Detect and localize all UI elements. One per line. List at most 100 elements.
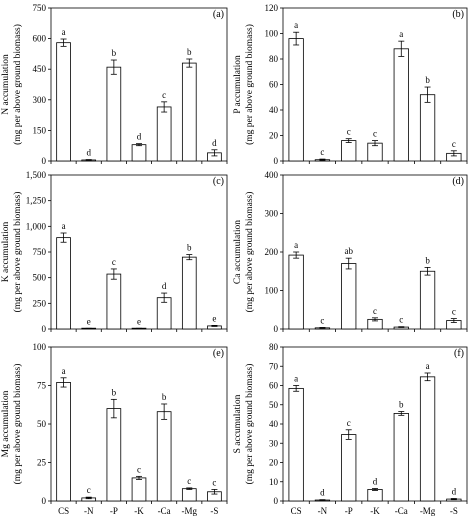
bar--Ca <box>156 411 172 502</box>
significance-letter: a <box>426 361 430 371</box>
bar--Ca <box>393 413 409 502</box>
y-axis-label-unit: (mg per above ground biomass) <box>244 364 255 485</box>
bar-CS <box>56 382 71 502</box>
significance-letter: a <box>62 366 66 376</box>
significance-letter: c <box>87 485 91 495</box>
significance-letter: a <box>294 240 298 250</box>
y-tick-label: 20 <box>269 458 279 468</box>
significance-letter: b <box>187 243 192 253</box>
y-tick-label: 25 <box>37 458 47 468</box>
bar--P <box>341 434 357 502</box>
category-label: -P <box>345 506 353 516</box>
panel-letter: (c) <box>213 176 224 187</box>
bar-CS <box>288 387 304 502</box>
bar--Mg <box>181 62 197 162</box>
y-tick-label: 0 <box>274 496 279 506</box>
significance-letter: a <box>399 29 403 39</box>
significance-letter: a <box>294 20 298 30</box>
significance-letter: c <box>320 315 324 325</box>
y-tick-label: 80 <box>269 54 279 64</box>
y-tick-label: 70 <box>269 361 279 371</box>
significance-letter: d <box>86 148 91 158</box>
panel-letter: (a) <box>213 9 224 20</box>
y-tick-label: 450 <box>33 64 47 74</box>
category-label: -K <box>370 506 380 516</box>
significance-letter: b <box>112 387 117 397</box>
bar-CS <box>56 42 71 162</box>
bar--Mg <box>181 488 197 502</box>
significance-letter: c <box>320 147 324 157</box>
category-label: -S <box>450 506 458 516</box>
y-tick-label: 75 <box>37 381 47 391</box>
bar-CS <box>288 254 304 330</box>
y-tick-label: 60 <box>269 381 279 391</box>
y-tick-label: 600 <box>33 34 47 44</box>
bar--Mg <box>419 94 436 162</box>
significance-letter: b <box>112 48 117 58</box>
y-axis-label: K accumulation <box>1 222 11 283</box>
y-tick-label: 300 <box>33 95 47 105</box>
y-tick-label: 100 <box>265 29 279 39</box>
panel-d: 0 100 200 300 400 a c ab c c b c (d) Ca accumulation(… <box>233 170 468 334</box>
category-label: -Mg <box>182 506 198 516</box>
significance-letter: ab <box>344 246 353 256</box>
significance-letter: c <box>452 307 456 317</box>
category-label: -N <box>318 506 328 516</box>
panel-letter: (b) <box>452 9 464 20</box>
category-label: CS <box>58 506 69 516</box>
panel-f: 0 10 20 30 40 50 60 70 80 a CS d -N c -P d -K b -Ca a -Mg d -S… <box>233 342 468 516</box>
y-tick-label: 30 <box>269 438 279 448</box>
bar--Ca <box>156 106 172 162</box>
y-tick-label: 0 <box>42 156 47 166</box>
significance-letter: b <box>187 47 192 57</box>
significance-letter: d <box>373 476 378 486</box>
significance-letter: b <box>399 399 404 409</box>
category-label: -K <box>134 506 144 516</box>
y-tick-label: 1,250 <box>26 196 47 206</box>
y-tick-label: 50 <box>269 400 279 410</box>
significance-letter: c <box>112 257 116 267</box>
y-axis-label: Mg accumulation <box>1 390 11 457</box>
bar--Mg <box>181 256 197 330</box>
significance-letter: c <box>373 306 377 316</box>
significance-letter: e <box>212 313 216 323</box>
y-tick-label: 10 <box>269 477 279 487</box>
significance-letter: a <box>294 374 298 384</box>
y-tick-label: 1,500 <box>26 170 47 180</box>
significance-letter: c <box>373 129 377 139</box>
significance-letter: c <box>137 464 141 474</box>
y-tick-label: 40 <box>269 419 279 429</box>
panel-b: 0 20 40 60 80 100 120 a c c c a b c (b) P accumulation(… <box>233 3 468 166</box>
panel-letter: (f) <box>454 348 464 359</box>
significance-letter: d <box>452 486 457 496</box>
significance-letter: e <box>87 316 91 326</box>
bar--P <box>341 140 357 162</box>
bar--P <box>106 273 122 330</box>
y-tick-label: 50 <box>37 419 47 429</box>
y-tick-label: 0 <box>42 496 47 506</box>
category-label: -N <box>84 506 94 516</box>
y-tick-label: 120 <box>265 3 279 13</box>
panel-e: 0 25 50 75 100 a CS c -N b -P c -K b -Ca c -Mg c -S (e) Mg a… <box>1 342 228 516</box>
bar--P <box>341 263 357 330</box>
significance-letter: c <box>162 90 166 100</box>
bar--K <box>131 144 147 162</box>
y-tick-label: 0 <box>42 324 47 334</box>
y-axis-label-unit: (mg per above ground biomass) <box>12 364 23 485</box>
category-label: -Ca <box>395 506 408 516</box>
y-tick-label: 0 <box>274 156 279 166</box>
panel-letter: (d) <box>452 176 464 187</box>
panel-letter: (e) <box>213 348 224 359</box>
significance-letter: c <box>187 476 191 486</box>
y-tick-label: 300 <box>265 209 279 219</box>
y-tick-label: 100 <box>33 342 47 352</box>
y-tick-label: 0 <box>274 324 279 334</box>
y-axis-label: Ca accumulation <box>233 220 243 284</box>
y-tick-label: 200 <box>265 247 279 257</box>
y-axis-label: P accumulation <box>233 55 243 114</box>
bar-CS <box>56 237 71 330</box>
bar--P <box>106 408 122 502</box>
significance-letter: c <box>347 127 351 137</box>
y-axis-label: N accumulation <box>1 54 11 115</box>
